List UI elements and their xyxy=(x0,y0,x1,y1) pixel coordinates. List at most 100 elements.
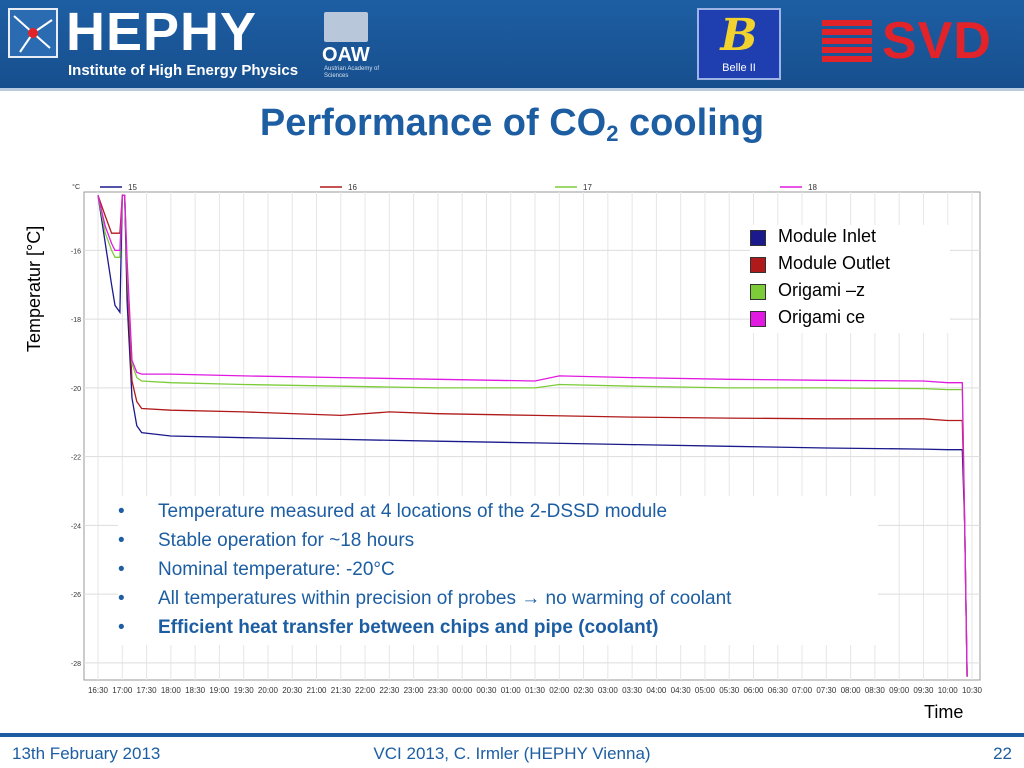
y-tick-label: -28 xyxy=(71,661,81,668)
x-tick-label: 21:30 xyxy=(331,686,352,695)
x-tick-label: 16:30 xyxy=(88,686,109,695)
series-line xyxy=(97,194,968,677)
belle2-name: Belle II xyxy=(722,62,756,74)
channel-label: 15 xyxy=(128,183,137,192)
x-tick-label: 18:30 xyxy=(185,686,206,695)
x-tick-label: 23:30 xyxy=(428,686,449,695)
channel-label: 18 xyxy=(808,183,817,192)
x-tick-label: 07:00 xyxy=(792,686,813,695)
x-tick-label: 04:00 xyxy=(646,686,667,695)
y-tick-label: -20 xyxy=(71,386,81,393)
legend-item: Module Outlet xyxy=(750,252,950,279)
academy-logo: OAW Austrian Academy of Sciences xyxy=(318,12,379,79)
bullet-text: Stable operation for ~18 hours xyxy=(158,530,415,551)
belle2-mark: B xyxy=(720,10,758,61)
page-number: 22 xyxy=(993,744,1012,763)
bullet-marker: • xyxy=(118,501,125,522)
bullet-item: • Efficient heat transfer between chips a… xyxy=(118,614,878,643)
legend-label: Origami –z xyxy=(778,280,866,300)
unit-label: °C xyxy=(72,183,80,191)
title-main: Performance of CO xyxy=(259,102,607,144)
x-axis-label: Time xyxy=(924,702,964,722)
slide-title: Performance of CO2 cooling xyxy=(0,102,1024,147)
bullet-text: Efficient heat transfer between chips an… xyxy=(158,617,659,638)
legend-swatch xyxy=(750,230,766,246)
x-tick-label: 00:00 xyxy=(452,686,473,695)
series-line xyxy=(97,194,968,677)
legend-swatch xyxy=(750,311,766,327)
bullet-marker: • xyxy=(118,559,125,580)
channel-label: 17 xyxy=(583,183,592,192)
series-line xyxy=(97,194,968,677)
x-tick-label: 10:00 xyxy=(938,686,959,695)
series-line xyxy=(97,194,968,677)
x-tick-label: 20:00 xyxy=(258,686,279,695)
x-tick-label: 03:00 xyxy=(598,686,619,695)
x-tick-label: 10:30 xyxy=(962,686,983,695)
bullet-marker: • xyxy=(118,617,125,638)
institute-subtitle: Institute of High Energy Physics xyxy=(68,62,299,79)
x-tick-label: 05:00 xyxy=(695,686,716,695)
detector-name: SVD xyxy=(882,12,992,70)
x-tick-label: 06:00 xyxy=(743,686,764,695)
x-tick-label: 23:00 xyxy=(404,686,425,695)
x-tick-label: 22:00 xyxy=(355,686,376,695)
y-tick-label: -24 xyxy=(71,523,81,530)
x-tick-label: 19:30 xyxy=(234,686,255,695)
bullet-text: Nominal temperature: -20°C xyxy=(158,559,395,580)
x-tick-label: 00:30 xyxy=(476,686,497,695)
bullet-item: • Stable operation for ~18 hours xyxy=(118,527,878,556)
footer-date: 13th February 2013 xyxy=(12,744,161,763)
academy-subtitle: Austrian Academy of Sciences xyxy=(324,66,380,79)
legend-label: Module Inlet xyxy=(778,226,877,246)
legend-item: Origami –z xyxy=(750,279,950,306)
x-tick-label: 22:30 xyxy=(379,686,400,695)
footer-divider xyxy=(0,733,1024,737)
institute-name: HEPHY xyxy=(66,2,258,62)
x-tick-label: 17:00 xyxy=(112,686,133,695)
x-tick-label: 06:30 xyxy=(768,686,789,695)
legend-swatch xyxy=(750,257,766,273)
academy-name: OAW xyxy=(322,44,370,66)
bullet-item: • Temperature measured at 4 locations of … xyxy=(118,498,878,527)
svd-stripes-icon xyxy=(822,20,872,64)
x-tick-label: 08:00 xyxy=(841,686,862,695)
title-subscript: 2 xyxy=(606,121,619,146)
y-axis-label: Temperatur [°C] xyxy=(24,225,44,352)
particle-burst-icon xyxy=(13,15,53,53)
bullet-marker: • xyxy=(118,588,125,609)
building-icon xyxy=(324,12,368,42)
bullet-text: Temperature measured at 4 locations of t… xyxy=(158,501,668,522)
slide-header: HEPHY Institute of High Energy Physics O… xyxy=(0,0,1024,91)
x-tick-label: 05:30 xyxy=(719,686,740,695)
hephy-logo xyxy=(8,8,58,58)
bullet-item: • All temperatures within precision of pr… xyxy=(118,585,878,614)
legend-swatch xyxy=(750,284,766,300)
legend-item: Origami ce xyxy=(750,306,950,333)
y-tick-label: -18 xyxy=(71,317,81,324)
belle2-logo: B Belle II xyxy=(697,8,781,80)
chart-legend: Module Inlet Module Outlet Origami –z Origa… xyxy=(750,225,950,333)
channel-label: 16 xyxy=(348,183,357,192)
x-tick-label: 02:00 xyxy=(549,686,570,695)
x-tick-label: 21:00 xyxy=(306,686,327,695)
bullet-marker: • xyxy=(118,530,125,551)
y-tick-label: -22 xyxy=(71,455,81,462)
y-tick-label: -16 xyxy=(71,248,81,255)
y-tick-label: -26 xyxy=(71,592,81,599)
x-tick-label: 02:30 xyxy=(574,686,595,695)
x-tick-label: 18:00 xyxy=(161,686,182,695)
footer-event: VCI 2013, C. Irmler (HEPHY Vienna) xyxy=(373,744,651,763)
bullet-text: All temperatures within precision of pro… xyxy=(158,588,732,609)
legend-label: Module Outlet xyxy=(778,253,891,273)
x-tick-label: 07:30 xyxy=(816,686,837,695)
x-tick-label: 01:00 xyxy=(501,686,522,695)
x-tick-label: 01:30 xyxy=(525,686,546,695)
title-end: cooling xyxy=(618,102,765,144)
x-tick-label: 19:00 xyxy=(209,686,230,695)
x-tick-label: 20:30 xyxy=(282,686,303,695)
bullet-list: • Temperature measured at 4 locations of … xyxy=(118,496,878,645)
x-tick-label: 17:30 xyxy=(137,686,158,695)
legend-label: Origami ce xyxy=(778,307,866,327)
legend-item: Module Inlet xyxy=(750,225,950,252)
